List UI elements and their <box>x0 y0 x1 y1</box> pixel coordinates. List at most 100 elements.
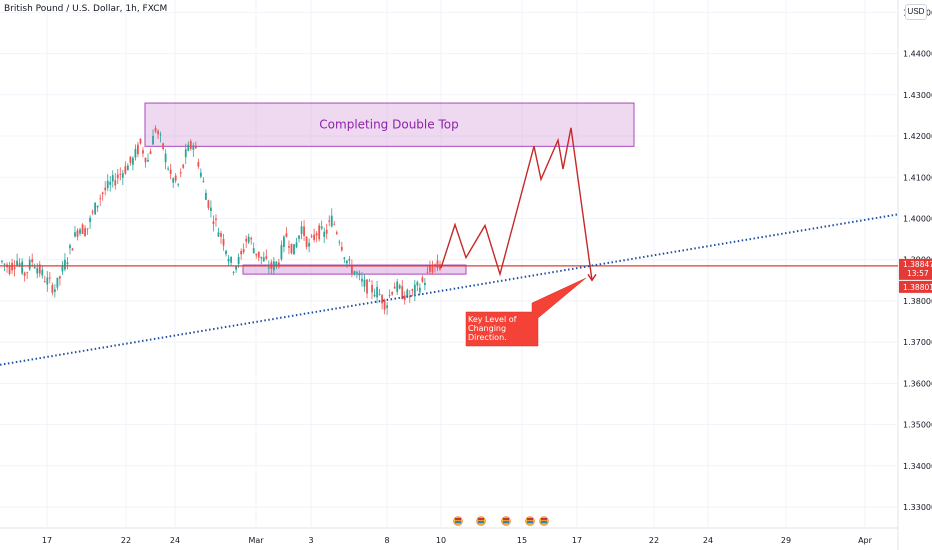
candle-body <box>303 226 305 236</box>
candle-body <box>330 215 333 227</box>
currency-badge[interactable]: USD <box>905 4 927 20</box>
candle-body <box>197 162 200 167</box>
candle-body <box>356 272 358 273</box>
candle-body <box>159 134 162 136</box>
candle-body <box>43 281 46 283</box>
candle-body <box>363 279 366 287</box>
candle-body <box>131 157 134 165</box>
y-tick-label: 1.40000 <box>903 214 932 223</box>
candle-body <box>61 265 64 272</box>
candle-body <box>237 256 240 265</box>
candle-body <box>222 238 225 246</box>
candle-body <box>66 262 69 265</box>
event-flag-stripe <box>541 521 547 524</box>
candle-body <box>396 281 399 292</box>
candle-body <box>406 289 409 297</box>
candle-body <box>13 267 16 270</box>
candle-body <box>53 289 56 292</box>
candle-body <box>111 175 114 182</box>
candle-body <box>177 183 180 185</box>
candle-body <box>91 211 94 213</box>
candle-body <box>96 205 99 208</box>
candle-body <box>300 226 303 234</box>
candle-body <box>373 294 376 297</box>
candle-body <box>295 242 298 248</box>
callout-text: Changing <box>468 324 506 333</box>
x-tick-label: 22 <box>121 536 131 545</box>
candle-body <box>152 135 154 145</box>
candle-body <box>383 300 386 310</box>
candle-body <box>366 279 368 294</box>
candle-body <box>116 174 119 179</box>
x-tick-label: 29 <box>781 536 791 545</box>
candle-body <box>230 256 232 263</box>
candle-body <box>202 180 205 182</box>
candle-body <box>207 200 210 208</box>
chart-title: British Pound / U.S. Dollar, 1h, FXCM <box>4 4 168 14</box>
resistance-zone-label: Completing Double Top <box>319 118 458 132</box>
candle-body <box>298 235 300 239</box>
candle-body <box>104 187 107 191</box>
candle-body <box>189 141 192 149</box>
candle-body <box>184 149 187 158</box>
candle-body <box>421 277 424 282</box>
current-price-tag <box>899 258 932 280</box>
candle-body <box>157 130 159 135</box>
x-tick-label: 17 <box>42 536 52 545</box>
event-flag-stripe <box>478 521 484 524</box>
candle-body <box>386 305 389 309</box>
candle-body <box>328 220 331 222</box>
candle-body <box>338 241 341 243</box>
candle-body <box>358 273 361 276</box>
candle-body <box>225 250 227 255</box>
candle-body <box>38 264 41 274</box>
event-flag-stripe <box>478 518 484 521</box>
x-tick-label: 8 <box>384 536 389 545</box>
y-tick-label: 1.42000 <box>903 132 932 141</box>
candle-body <box>74 232 76 237</box>
candle-body <box>142 150 144 154</box>
candle-body <box>240 251 243 255</box>
event-flag-stripe <box>527 521 533 524</box>
y-tick-label: 1.33000 <box>903 503 932 512</box>
candle-body <box>147 159 149 162</box>
candle-body <box>179 172 182 174</box>
candle-body <box>58 276 61 279</box>
candle-body <box>318 225 321 240</box>
candle-body <box>431 266 434 273</box>
candle-body <box>81 224 84 234</box>
candle-body <box>313 234 316 241</box>
candle-body <box>305 236 308 247</box>
candle-body <box>16 260 19 266</box>
candle-body <box>315 233 318 236</box>
candle-body <box>11 262 13 271</box>
callout-text: Key Level of <box>468 315 517 324</box>
candle-body <box>436 260 439 268</box>
x-tick-label: Apr <box>858 536 873 545</box>
y-tick-label: 1.43000 <box>903 91 932 100</box>
y-tick-label: 1.37000 <box>903 338 932 347</box>
candle-body <box>154 127 157 132</box>
candle-body <box>288 245 290 248</box>
candle-body <box>41 269 44 276</box>
candle-body <box>350 266 353 274</box>
candle-body <box>376 286 378 298</box>
candle-body <box>126 165 129 171</box>
candle-body <box>71 248 74 251</box>
candle-body <box>114 180 117 186</box>
candle-body <box>403 295 406 300</box>
candle-body <box>333 223 336 225</box>
current-price-text: 1.38847 <box>903 260 932 269</box>
x-tick-label: 10 <box>436 536 446 545</box>
candle-body <box>398 285 401 289</box>
y-tick-label: 1.38000 <box>903 297 932 306</box>
candle-body <box>393 286 396 289</box>
candle-body <box>429 266 431 272</box>
candle-body <box>413 284 416 295</box>
candle-body <box>381 295 384 304</box>
candle-body <box>285 233 288 237</box>
candle-body <box>1 260 3 262</box>
